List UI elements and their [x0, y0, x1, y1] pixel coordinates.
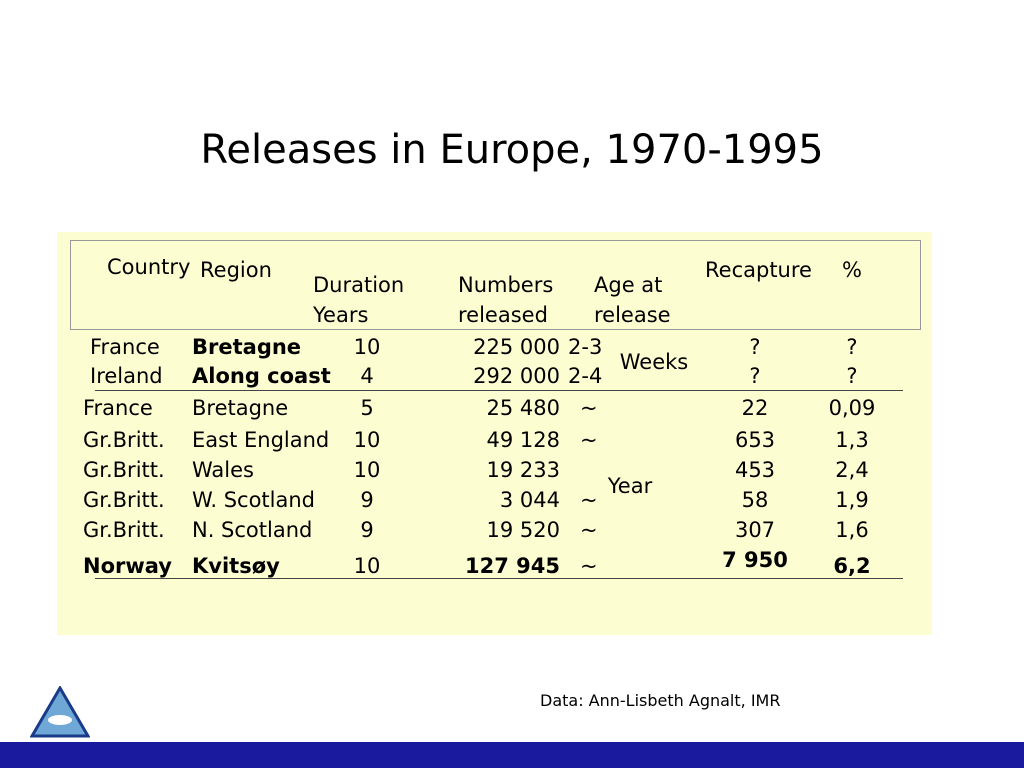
recapture-cell: ? [749, 364, 761, 388]
percent-cell: 1,3 [835, 428, 869, 452]
country-cell: Norway [83, 554, 172, 578]
column-header: Age at release [594, 273, 671, 327]
region-cell: Along coast [192, 364, 331, 388]
recapture-cell: 653 [734, 428, 776, 452]
age-cell: 2-3 [568, 335, 603, 359]
column-header: Duration Years [313, 273, 405, 327]
duration-cell: 10 [353, 428, 381, 452]
recapture-cell: 453 [734, 458, 776, 482]
region-cell: Bretagne [192, 335, 302, 359]
column-header: Recapture [705, 258, 812, 282]
duration-cell: 5 [360, 396, 374, 420]
age-cell: ~ [580, 428, 598, 452]
country-cell: France [83, 396, 153, 420]
country-cell: Gr.Britt. [83, 428, 165, 452]
percent-cell: 6,2 [833, 554, 871, 578]
country-cell: Gr.Britt. [83, 458, 165, 482]
numbers-cell: 292 000 [473, 364, 560, 388]
numbers-cell: 25 480 [486, 396, 560, 420]
numbers-cell: 127 945 [465, 554, 560, 578]
duration-cell: 9 [360, 518, 374, 542]
recapture-cell: 307 [734, 518, 776, 542]
country-cell: Gr.Britt. [83, 518, 165, 542]
duration-cell: 10 [353, 458, 381, 482]
region-cell: W. Scotland [192, 488, 316, 512]
age-group: Weeks [619, 350, 689, 374]
column-header: Region [200, 258, 272, 282]
title: Releases in Europe, 1970-1995 [200, 127, 824, 173]
numbers-cell: 19 233 [486, 458, 560, 482]
duration-cell: 10 [353, 554, 381, 578]
table-header [70, 240, 921, 330]
region-cell: East England [192, 428, 330, 452]
recapture-cell: 58 [741, 488, 769, 512]
region-cell: Bretagne [192, 396, 289, 420]
numbers-cell: 225 000 [473, 335, 560, 359]
region-cell: Wales [192, 458, 254, 482]
percent-cell: ? [846, 364, 858, 388]
age-cell: ~ [580, 396, 598, 420]
age-cell: ~ [580, 488, 598, 512]
percent-cell: 1,9 [835, 488, 869, 512]
recapture-cell: 22 [741, 396, 769, 420]
age-cell: 2-4 [568, 364, 603, 388]
percent-cell: 0,09 [828, 396, 876, 420]
country-cell: France [90, 335, 160, 359]
column-header: % [842, 258, 862, 282]
duration-cell: 9 [360, 488, 374, 512]
country-cell: Gr.Britt. [83, 488, 165, 512]
country-cell: Ireland [90, 364, 163, 388]
numbers-cell: 49 128 [486, 428, 560, 452]
footer-bar [0, 742, 1024, 768]
duration-cell: 4 [360, 364, 374, 388]
percent-cell: 1,6 [835, 518, 869, 542]
column-header: Country [107, 255, 191, 279]
numbers-cell: 3 044 [499, 488, 560, 512]
age-group: Year [607, 474, 653, 498]
recapture-cell: ? [749, 335, 761, 359]
logo [30, 686, 90, 738]
percent-cell: ? [846, 335, 858, 359]
region-cell: N. Scotland [192, 518, 313, 542]
region-cell: Kvitsøy [192, 554, 280, 578]
row-rule [95, 390, 903, 391]
recapture-cell: 7 950 [722, 548, 788, 572]
row-rule [95, 578, 903, 579]
source: Data: Ann-Lisbeth Agnalt, IMR [540, 691, 781, 710]
age-cell: ~ [580, 554, 598, 578]
column-header: Numbers released [458, 273, 554, 327]
age-cell: ~ [580, 518, 598, 542]
duration-cell: 10 [353, 335, 381, 359]
percent-cell: 2,4 [835, 458, 869, 482]
numbers-cell: 19 520 [486, 518, 560, 542]
